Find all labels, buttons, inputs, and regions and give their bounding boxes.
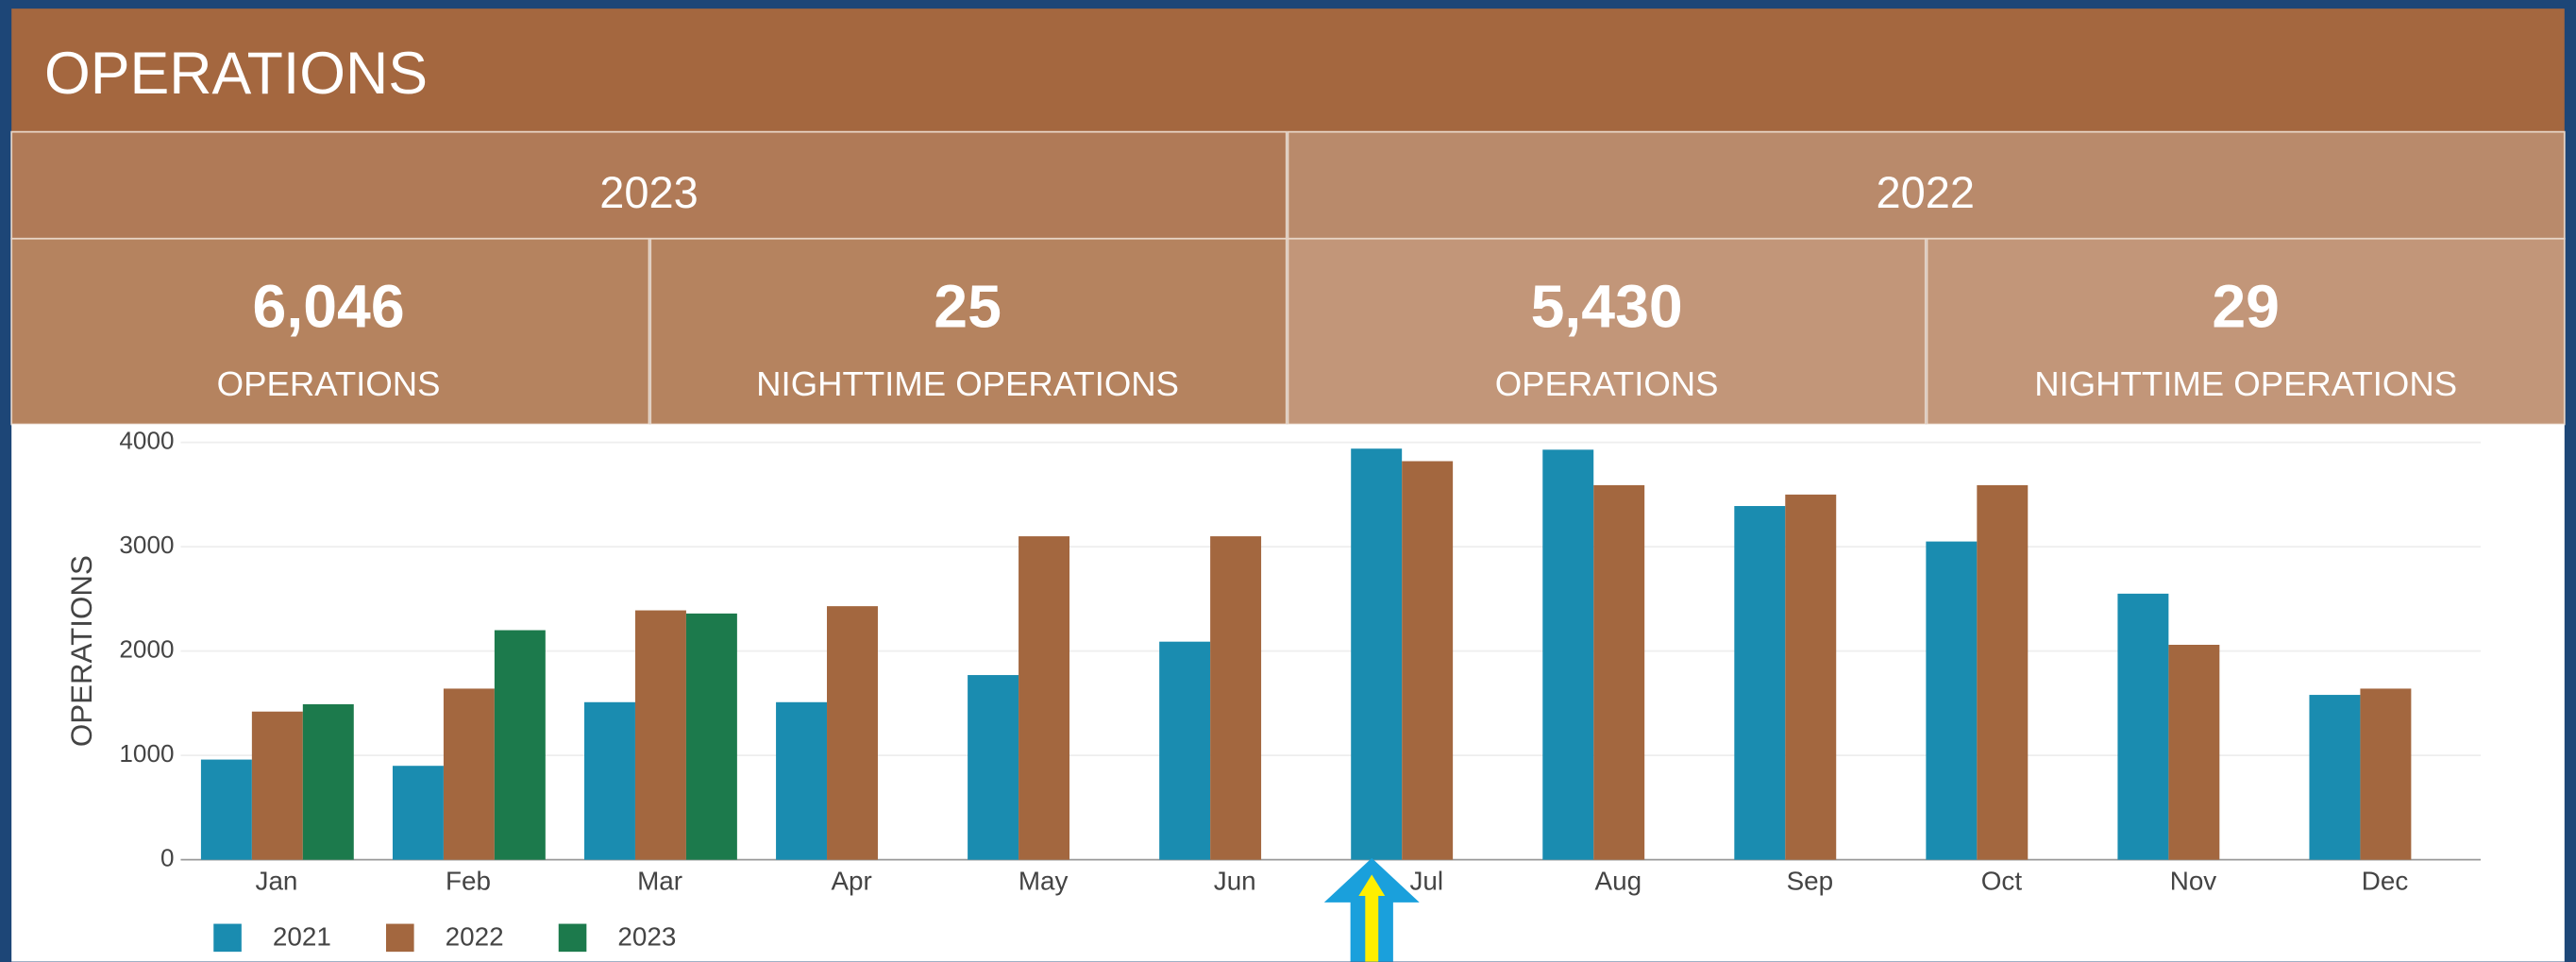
- year-label: 2022: [1877, 167, 1976, 217]
- arrow-annotation: [1323, 857, 1420, 962]
- legend-swatch: [386, 923, 414, 953]
- stat-cell: [649, 237, 1288, 426]
- legend-swatch: [213, 923, 242, 953]
- x-tick-label: Jul: [1409, 866, 1443, 895]
- bar: [392, 766, 444, 860]
- legend-swatch: [558, 923, 587, 953]
- y-axis-title: OPERATIONS: [65, 555, 98, 747]
- y-tick-label: 3000: [119, 531, 174, 559]
- bar: [634, 610, 686, 860]
- legend-label: 2022: [446, 922, 504, 952]
- stat-label: NIGHTTIME OPERATIONS: [756, 364, 1179, 403]
- bar: [968, 675, 1019, 860]
- bar: [302, 703, 354, 860]
- x-tick-label: Mar: [637, 866, 682, 895]
- legend-label: 2021: [273, 922, 331, 952]
- bar: [1210, 536, 1262, 860]
- bar: [827, 606, 878, 860]
- bar: [1159, 641, 1211, 860]
- y-tick-label: 0: [160, 844, 175, 872]
- bar: [1593, 484, 1645, 860]
- title-bar: [11, 8, 2565, 132]
- bar: [1019, 536, 1070, 860]
- bar: [1402, 461, 1454, 860]
- x-tick-label: Sep: [1787, 866, 1834, 895]
- x-tick-label: Feb: [446, 866, 491, 895]
- stat-value: 6,046: [253, 272, 405, 340]
- year-cell: [1287, 130, 2566, 240]
- stat-value: 5,430: [1531, 272, 1683, 340]
- x-tick-label: Jan: [256, 866, 298, 895]
- x-tick-label: Dec: [2362, 866, 2409, 895]
- bar: [494, 630, 546, 860]
- x-tick-label: Nov: [2170, 866, 2217, 895]
- bar: [584, 701, 635, 860]
- title: OPERATIONS: [44, 41, 428, 107]
- stat-label: OPERATIONS: [217, 364, 441, 403]
- bar: [1734, 506, 1786, 860]
- stat-label: OPERATIONS: [1495, 364, 1719, 403]
- stat-cell: [10, 237, 650, 426]
- stat-value: 25: [934, 272, 1002, 340]
- legend-label: 2023: [617, 922, 676, 952]
- bar: [1351, 448, 1403, 860]
- bar: [776, 701, 828, 860]
- x-tick-label: Jun: [1214, 866, 1256, 895]
- stat-value: 29: [2212, 272, 2280, 340]
- stat-label: NIGHTTIME OPERATIONS: [2034, 364, 2457, 403]
- y-tick-label: 1000: [119, 739, 174, 768]
- bar: [2168, 645, 2220, 860]
- bar: [251, 711, 303, 860]
- bar: [2309, 695, 2361, 860]
- bar: [685, 613, 737, 860]
- year-label: 2023: [599, 167, 699, 217]
- x-tick-label: May: [1019, 866, 1069, 895]
- bar: [1542, 449, 1594, 860]
- x-tick-label: Oct: [1981, 866, 2023, 895]
- bar: [1926, 541, 1978, 860]
- x-tick-label: Aug: [1595, 866, 1642, 895]
- y-tick-label: 4000: [119, 426, 174, 454]
- bar: [443, 688, 495, 860]
- x-tick-label: Apr: [831, 866, 871, 895]
- bar: [1977, 484, 2029, 860]
- stat-cell: [1926, 237, 2566, 426]
- bar: [1785, 494, 1837, 860]
- year-cell: [10, 130, 1288, 240]
- y-tick-label: 2000: [119, 635, 174, 664]
- bar: [2360, 688, 2412, 860]
- bar: [2117, 593, 2169, 860]
- bar: [200, 759, 252, 860]
